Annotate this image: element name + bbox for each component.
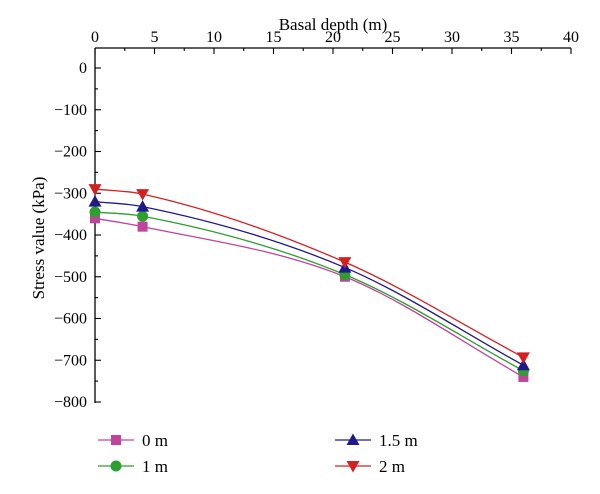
- legend: 0 m 1 m 1.5 m 2 m: [98, 431, 418, 476]
- legend-marker: [110, 460, 122, 472]
- legend-item: 2 m: [335, 457, 405, 476]
- series-line: [94, 211, 524, 372]
- y-tick-label: −300: [54, 185, 87, 202]
- y-tick-label: −200: [54, 144, 87, 161]
- x-tick-label: 15: [266, 29, 282, 46]
- data-point: [137, 221, 148, 232]
- series-3: [88, 184, 530, 364]
- y-tick-label: −700: [54, 352, 87, 369]
- x-tick-label: 5: [151, 29, 159, 46]
- y-tick-label: −400: [54, 227, 87, 244]
- legend-marker: [111, 435, 121, 445]
- series-line: [94, 200, 524, 366]
- data-point: [89, 206, 101, 218]
- data-point: [90, 213, 100, 224]
- series-line: [94, 188, 524, 358]
- legend-marker: [346, 461, 360, 473]
- data-point: [137, 210, 149, 222]
- y-tick-label: −100: [54, 102, 87, 119]
- x-tick-label: 10: [206, 29, 222, 46]
- legend-item: 1.5 m: [335, 431, 418, 450]
- legend-label: 1.5 m: [379, 431, 418, 450]
- data-point: [88, 195, 102, 207]
- data-point: [518, 371, 529, 382]
- x-tick-label: 0: [91, 29, 99, 46]
- legend-label: 2 m: [379, 457, 405, 476]
- y-axis-title: Stress value (kPa): [29, 177, 48, 300]
- data-point: [88, 184, 102, 196]
- x-tick-label: 20: [325, 29, 341, 46]
- legend-marker: [346, 433, 360, 445]
- x-ticks: 0 5 10 15 20 25 30 35 40: [91, 29, 579, 54]
- data-point: [516, 358, 530, 371]
- x-tick-label: 30: [444, 29, 460, 46]
- series-0: [90, 213, 529, 382]
- legend-item: 0 m: [98, 431, 168, 450]
- x-tick-label: 25: [385, 29, 401, 46]
- data-point: [136, 189, 150, 201]
- y-ticks: 0 −100 −200 −300 −400 −500 −600 −700 −800: [54, 60, 101, 411]
- legend-item: 1 m: [98, 457, 168, 476]
- data-point: [516, 352, 530, 364]
- series-1: [89, 206, 529, 377]
- x-axis-title: Basal depth (m): [279, 15, 388, 34]
- series-2: [88, 195, 530, 371]
- y-tick-label: 0: [79, 60, 87, 77]
- data-point: [338, 257, 352, 269]
- y-tick-label: −500: [54, 269, 87, 286]
- series-line: [94, 217, 524, 378]
- legend-label: 0 m: [142, 431, 168, 450]
- x-tick-label: 40: [563, 29, 579, 46]
- y-tick-label: −600: [54, 311, 87, 328]
- data-point: [136, 200, 150, 212]
- axes: [94, 47, 571, 403]
- series-layer: [88, 184, 530, 382]
- legend-label: 1 m: [142, 457, 168, 476]
- y-tick-label: −800: [54, 394, 87, 411]
- x-tick-label: 35: [504, 29, 520, 46]
